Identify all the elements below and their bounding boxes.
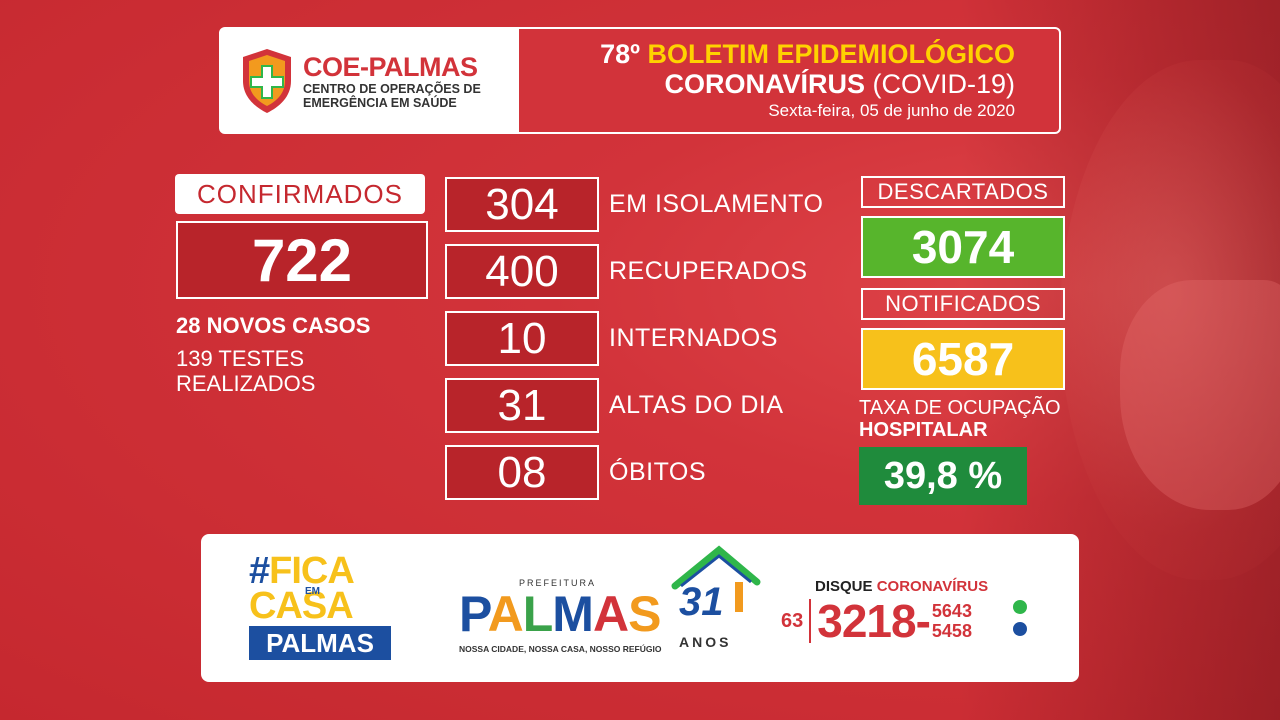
- ocupacao-label-2: HOSPITALAR: [859, 419, 1061, 441]
- palmas-slogan: NOSSA CIDADE, NOSSA CASA, NOSSO REFÚGIO: [459, 644, 661, 654]
- phone-extensions: 5643 5458: [932, 601, 972, 641]
- descartados-value: 3074: [861, 216, 1065, 278]
- disque-word: DISQUE: [815, 578, 873, 595]
- stat-label: EM ISOLAMENTO: [609, 190, 823, 219]
- palmas-letter: A: [593, 586, 628, 642]
- palmas-letter: L: [523, 586, 553, 642]
- stat-row-internados: 10 INTERNADOS: [445, 311, 778, 366]
- phone-ext-2: 5458: [932, 621, 972, 641]
- footer-banner: #FICA EM CASA PALMAS PREFEITURA PALMAS N…: [201, 534, 1079, 682]
- hotline-phone: 63 3218- 5643 5458: [781, 594, 972, 648]
- disque-label: DISQUE CORONAVÍRUS: [815, 578, 988, 595]
- coe-logo: COE-PALMAS CENTRO DE OPERAÇÕES DE EMERGÊ…: [221, 29, 521, 132]
- notificados-label: NOTIFICADOS: [861, 288, 1065, 320]
- stat-row-altas: 31 ALTAS DO DIA: [445, 378, 784, 433]
- descartados-label: DESCARTADOS: [861, 176, 1065, 208]
- ocupacao-label: TAXA DE OCUPAÇÃO HOSPITALAR: [859, 397, 1061, 441]
- palmas-letter: S: [628, 586, 660, 642]
- telephone-icon: [1013, 622, 1027, 636]
- phone-ext-1: 5643: [932, 601, 972, 621]
- tests-line-2: REALIZADOS: [176, 371, 315, 396]
- notificados-value: 6587: [861, 328, 1065, 390]
- ocupacao-label-1: TAXA DE OCUPAÇÃO: [859, 397, 1061, 419]
- stat-row-obitos: 08 ÓBITOS: [445, 445, 706, 500]
- phone-divider: [809, 599, 811, 643]
- fica-palmas: PALMAS: [249, 626, 391, 660]
- stat-label: RECUPERADOS: [609, 257, 808, 286]
- palmas-letter: M: [552, 586, 593, 642]
- phone-ddd: 63: [781, 610, 803, 633]
- palmas-letter: A: [488, 586, 523, 642]
- palmas-logo: PALMAS: [459, 586, 660, 642]
- confirmados-value: 722: [176, 221, 428, 299]
- stat-row-recuperados: 400 RECUPERADOS: [445, 244, 808, 299]
- fica-em-casa-logo: #FICA EM CASA PALMAS: [249, 554, 393, 660]
- tests-text: 139 TESTES REALIZADOS: [176, 346, 315, 396]
- bulletin-title-block: 78º BOLETIM EPIDEMIOLÓGICO CORONAVÍRUS (…: [521, 29, 1059, 132]
- stat-label: ÓBITOS: [609, 458, 706, 487]
- anos-number: 31: [679, 580, 724, 625]
- fica-em: EM: [305, 586, 320, 597]
- confirmados-label: CONFIRMADOS: [175, 174, 425, 214]
- bulletin-date: Sexta-feira, 05 de junho de 2020: [768, 99, 1015, 123]
- ocupacao-value: 39,8 %: [859, 447, 1027, 505]
- stat-value: 10: [445, 311, 599, 366]
- stat-label: INTERNADOS: [609, 324, 778, 353]
- fica-casa: CASA: [249, 588, 393, 624]
- covid-label: (COVID-19): [872, 69, 1015, 99]
- header-banner: COE-PALMAS CENTRO DE OPERAÇÕES DE EMERGÊ…: [219, 27, 1061, 134]
- health-shield-icon: [239, 47, 295, 115]
- stat-value: 08: [445, 445, 599, 500]
- logo-subtitle-1: CENTRO DE OPERAÇÕES DE: [303, 82, 481, 96]
- bulletin-title: BOLETIM EPIDEMIOLÓGICO: [647, 39, 1015, 69]
- corona-title: CORONAVÍRUS: [664, 69, 865, 99]
- tests-line-1: 139 TESTES: [176, 346, 315, 371]
- stat-label: ALTAS DO DIA: [609, 391, 784, 420]
- stat-value: 304: [445, 177, 599, 232]
- palmas-letter: P: [459, 586, 488, 642]
- stat-row-isolamento: 304 EM ISOLAMENTO: [445, 177, 823, 232]
- logo-title: COE-PALMAS: [303, 52, 481, 82]
- stat-value: 31: [445, 378, 599, 433]
- new-cases-text: 28 NOVOS CASOS: [176, 313, 370, 339]
- logo-subtitle-2: EMERGÊNCIA EM SAÚDE: [303, 96, 481, 110]
- anos-word: ANOS: [679, 634, 731, 650]
- stat-value: 400: [445, 244, 599, 299]
- bulletin-number: 78º: [600, 39, 640, 69]
- disque-coronavirus: CORONAVÍRUS: [877, 578, 988, 595]
- phone-main: 3218-: [817, 594, 930, 648]
- whatsapp-icon: [1013, 600, 1027, 614]
